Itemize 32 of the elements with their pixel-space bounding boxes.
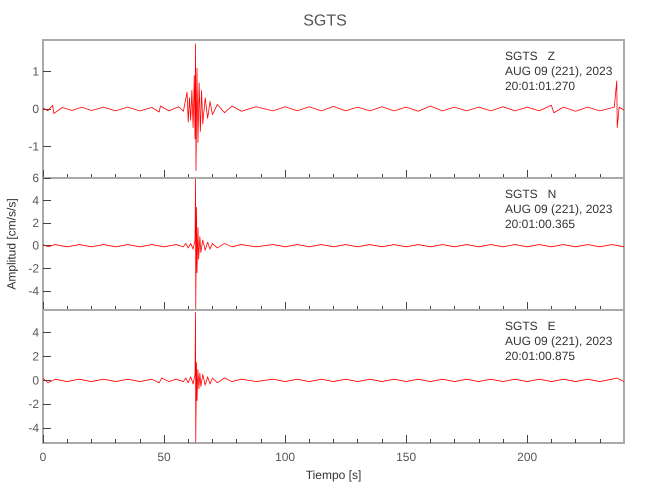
y-tick-label: 0 (32, 373, 40, 388)
x-tick-label: 150 (396, 450, 416, 464)
annotation: 20:01:00.365 (505, 217, 576, 231)
x-tick-label: 100 (275, 450, 296, 464)
y-axis-title: Amplitud [cm/s/s] (4, 198, 18, 290)
y-tick-label: 2 (32, 350, 40, 364)
y-tick-label: -2 (28, 261, 40, 276)
y-tick-label: 0 (32, 102, 40, 116)
annotation: AUG 09 (221), 2023 (505, 202, 613, 216)
y-tick-label: 0 (32, 238, 40, 253)
y-tick-label: -1 (28, 139, 40, 154)
y-tick-label: -2 (28, 397, 40, 412)
line-series (42, 43, 624, 171)
y-tick-label: 6 (32, 171, 40, 185)
annotation: SGTS Z (505, 49, 556, 63)
annotation: SGTS E (505, 319, 556, 333)
annotation: AUG 09 (221), 2023 (505, 64, 613, 78)
y-tick-label: 1 (32, 64, 40, 79)
annotation: SGTS N (505, 187, 556, 201)
y-tick-label: 4 (32, 194, 40, 208)
y-tick-label: 4 (32, 326, 40, 340)
x-axis-title: Tiempo [s] (306, 468, 362, 482)
annotation: 20:01:01.270 (505, 79, 576, 93)
chart-title: SGTS (303, 12, 347, 30)
y-tick-label: -4 (28, 284, 40, 298)
line-series (42, 312, 624, 443)
y-tick-label: -4 (28, 421, 40, 436)
y-tick-label: 2 (32, 216, 40, 230)
x-tick-label: 200 (517, 450, 538, 464)
annotation: 20:01:00.875 (505, 349, 576, 363)
x-tick-label: 50 (157, 450, 172, 464)
annotation: AUG 09 (221), 2023 (505, 334, 613, 348)
